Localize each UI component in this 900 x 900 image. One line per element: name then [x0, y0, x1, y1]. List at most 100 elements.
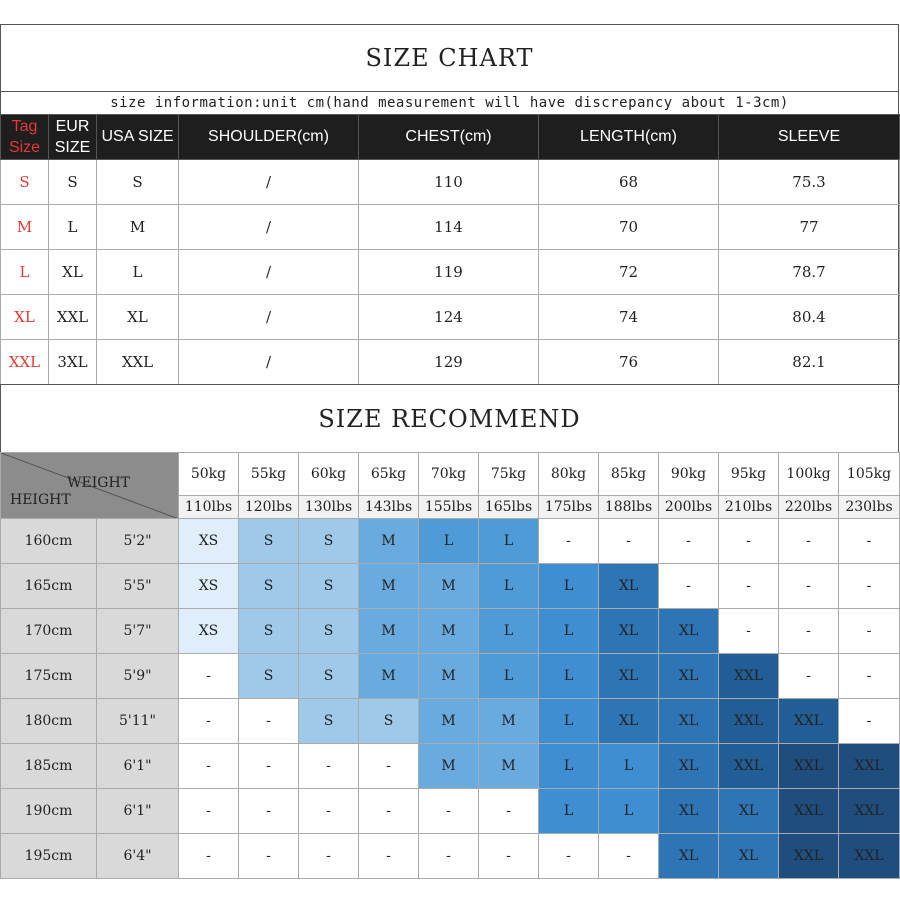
recommend-size-cell: XS — [178, 563, 239, 609]
size-cell-tag: L — [0, 249, 49, 295]
weight-lbs-cell: 143lbs — [358, 495, 419, 519]
weight-lbs-cell: 155lbs — [418, 495, 479, 519]
recommend-size-cell: M — [358, 653, 419, 699]
recommend-size-cell: - — [658, 518, 719, 564]
size-cell-chest: 119 — [358, 249, 539, 295]
recommend-size-cell: - — [298, 743, 359, 789]
height-cm-cell: 165cm — [0, 563, 97, 609]
weight-lbs-cell: 120lbs — [238, 495, 299, 519]
height-row: 170cm 5'7" XS S S M M L L XL XL - - - — [0, 608, 900, 654]
weight-kg-cell: 65kg — [358, 452, 419, 496]
recommend-size-cell: XXL — [778, 833, 839, 879]
recommend-size-cell: S — [238, 653, 299, 699]
recommend-size-cell: L — [538, 608, 599, 654]
size-cell-sleeve: 80.4 — [718, 294, 900, 340]
size-cell-eur: 3XL — [48, 339, 97, 385]
recommend-size-cell: - — [358, 788, 419, 834]
height-row: 160cm 5'2" XS S S M L L - - - - - - — [0, 518, 900, 564]
recommend-size-cell: - — [478, 788, 539, 834]
size-cell-usa: S — [96, 159, 179, 205]
recommend-size-cell: - — [358, 743, 419, 789]
size-cell-eur: S — [48, 159, 97, 205]
recommend-size-cell: - — [838, 563, 900, 609]
size-cell-shoulder: / — [178, 249, 359, 295]
recommend-size-cell: L — [598, 788, 659, 834]
size-cell-usa: XXL — [96, 339, 179, 385]
weight-lbs-cell: 165lbs — [478, 495, 539, 519]
recommend-size-cell: L — [418, 518, 479, 564]
size-cell-sleeve: 82.1 — [718, 339, 900, 385]
recommend-size-cell: S — [358, 698, 419, 744]
recommend-size-cell: S — [298, 698, 359, 744]
recommend-size-cell: XXL — [718, 743, 779, 789]
recommend-size-cell: - — [538, 518, 599, 564]
size-cell-tag: S — [0, 159, 49, 205]
height-row: 175cm 5'9" - S S M M L L XL XL XXL - - — [0, 653, 900, 699]
height-row: 190cm 6'1" - - - - - - L L XL XL XXL XXL — [0, 788, 900, 834]
weight-kg-cell: 85kg — [598, 452, 659, 496]
size-cell-sleeve: 77 — [718, 204, 900, 250]
size-cell-shoulder: / — [178, 159, 359, 205]
height-ft-cell: 5'9" — [96, 653, 179, 699]
size-row: M L M/114 70 77 — [0, 204, 900, 250]
size-cell-eur: L — [48, 204, 97, 250]
size-cell-shoulder: / — [178, 294, 359, 340]
recommend-size-cell: XXL — [838, 788, 900, 834]
weight-lbs-cell: 200lbs — [658, 495, 719, 519]
recommend-size-cell: L — [478, 653, 539, 699]
size-row: S S S/110 68 75.3 — [0, 159, 900, 205]
recommend-size-cell: - — [718, 563, 779, 609]
recommend-size-cell: M — [358, 563, 419, 609]
size-cell-length: 70 — [538, 204, 719, 250]
size-recommend-title: SIZE RECOMMEND — [0, 384, 899, 452]
size-chart-frame — [0, 24, 899, 879]
size-cell-sleeve: 75.3 — [718, 159, 900, 205]
size-cell-usa: M — [96, 204, 179, 250]
weight-lbs-cell: 188lbs — [598, 495, 659, 519]
size-cell-length: 74 — [538, 294, 719, 340]
recommend-size-cell: - — [598, 833, 659, 879]
recommend-size-cell: M — [478, 698, 539, 744]
height-cm-cell: 180cm — [0, 698, 97, 744]
size-cell-shoulder: / — [178, 339, 359, 385]
size-cell-usa: XL — [96, 294, 179, 340]
recommend-size-cell: XXL — [838, 833, 900, 879]
size-cell-chest: 124 — [358, 294, 539, 340]
weight-lbs-cell: 130lbs — [298, 495, 359, 519]
recommend-size-cell: M — [358, 518, 419, 564]
size-cell-length: 76 — [538, 339, 719, 385]
height-ft-cell: 5'7" — [96, 608, 179, 654]
weight-kg-cell: 70kg — [418, 452, 479, 496]
size-row: XXL 3XL XXL/129 76 82.1 — [0, 339, 900, 385]
recommend-size-cell: - — [838, 518, 900, 564]
recommend-size-cell: - — [238, 833, 299, 879]
recommend-size-cell: - — [178, 833, 239, 879]
size-row: L XL L/119 72 78.7 — [0, 249, 900, 295]
size-cell-chest: 114 — [358, 204, 539, 250]
recommend-size-cell: XL — [658, 788, 719, 834]
eur-header-line2: SIZE — [54, 139, 91, 156]
recommend-size-cell: M — [418, 608, 479, 654]
recommend-size-cell: XL — [598, 653, 659, 699]
recommend-size-cell: - — [418, 833, 479, 879]
recommend-size-cell: L — [538, 698, 599, 744]
weight-kg-cell: 100kg — [778, 452, 839, 496]
recommend-size-cell: L — [478, 608, 539, 654]
recommend-size-cell: - — [778, 653, 839, 699]
recommend-size-cell: XXL — [718, 653, 779, 699]
size-chart-title: SIZE CHART — [0, 24, 899, 92]
weight-lbs-cell: 110lbs — [178, 495, 239, 519]
recommend-size-cell: L — [538, 743, 599, 789]
height-ft-cell: 6'1" — [96, 743, 179, 789]
recommend-size-cell: - — [178, 788, 239, 834]
recommend-size-cell: - — [778, 608, 839, 654]
weight-lbs-cell: 230lbs — [838, 495, 900, 519]
length-header: LENGTH(cm) — [538, 114, 719, 160]
size-cell-chest: 129 — [358, 339, 539, 385]
height-cm-cell: 190cm — [0, 788, 97, 834]
weight-kg-cell: 60kg — [298, 452, 359, 496]
recommend-size-cell: XXL — [778, 788, 839, 834]
shoulder-header: SHOULDER(cm) — [178, 114, 359, 160]
chest-header: CHEST(cm) — [358, 114, 539, 160]
recommend-size-cell: XL — [718, 788, 779, 834]
